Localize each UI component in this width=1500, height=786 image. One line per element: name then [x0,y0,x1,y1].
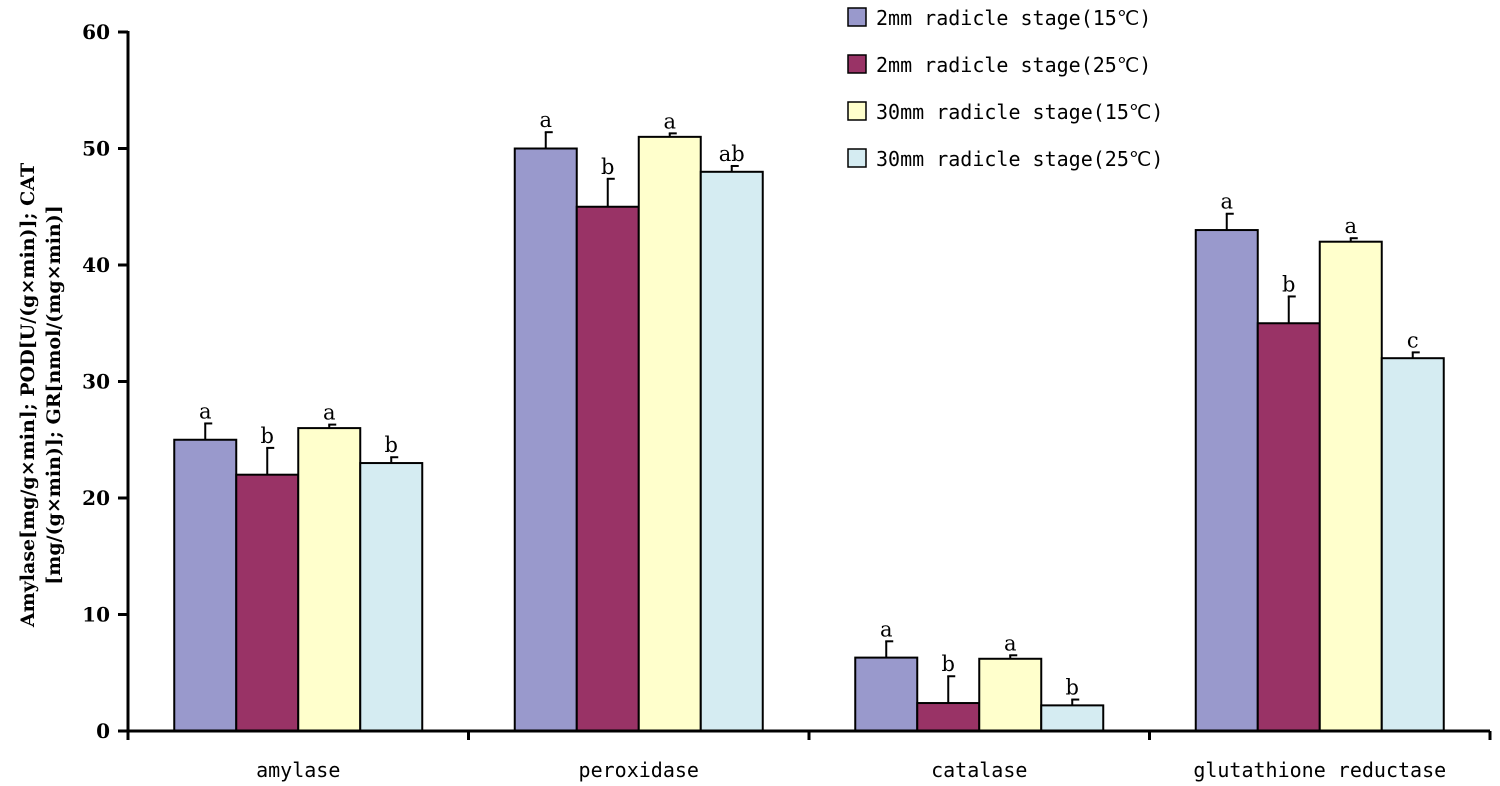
y-tick-label: 40 [82,253,110,277]
legend: 2mm radicle stage(15℃) 2mm radicle stage(… [847,6,1163,171]
legend-swatch [847,148,867,168]
bar [1318,240,1383,732]
significance-label: a [1344,214,1357,238]
bar [173,438,238,732]
significance-label: a [880,617,893,641]
bar [637,135,702,733]
y-tick-label: 0 [96,719,110,743]
legend-swatch [847,7,867,27]
significance-label: a [199,399,212,423]
significance-label: a [1220,190,1233,214]
significance-label: b [1066,676,1079,700]
significance-label: b [601,155,614,179]
legend-label: 30mm radicle stage(25℃) [876,147,1163,171]
bar [359,462,424,732]
bar [1380,357,1445,732]
y-tick-label: 10 [82,603,110,627]
y-tick-label: 30 [82,370,110,394]
bar [1194,229,1259,733]
significance-label: ab [719,142,745,166]
bar [297,427,362,732]
x-tick-label: peroxidase [579,758,699,782]
bar [854,656,919,732]
y-axis-label-line-1: Amylase[mg/g×min]; POD[U/(g×min)]; CAT [17,163,39,628]
y-tick-label: 50 [82,137,110,161]
legend-swatch [847,101,867,121]
y-tick-label: 60 [82,20,110,44]
significance-label: a [323,401,336,425]
bar [978,657,1043,733]
bar [699,170,764,733]
x-tick-label: amylase [256,758,340,782]
legend-label: 2mm radicle stage(25℃) [876,53,1151,77]
bar [575,205,640,732]
significance-label: b [1282,272,1295,296]
y-tick-label: 20 [82,486,110,510]
x-tick-label: catalase [931,758,1027,782]
x-tick-label: glutathione reductase [1193,758,1446,782]
significance-label: b [261,424,274,448]
significance-label: a [539,108,552,132]
bar [513,147,578,732]
significance-label: a [1004,631,1017,655]
bar [235,473,300,732]
significance-label: a [663,109,676,133]
legend-swatch [847,54,867,74]
y-axis-label: Amylase[mg/g×min]; POD[U/(g×min)]; CAT [… [17,163,65,628]
significance-label: b [942,652,955,676]
bar [1040,704,1105,732]
significance-label: b [385,433,398,457]
y-axis-label-line-2: [mg/(g×min)]; GR[nmol/(mg×min)] [43,205,65,584]
legend-label: 30mm radicle stage(15℃) [876,100,1163,124]
significance-label: c [1407,328,1419,352]
bar [916,702,981,732]
bar [1256,322,1321,732]
legend-label: 2mm radicle stage(15℃) [876,6,1151,30]
